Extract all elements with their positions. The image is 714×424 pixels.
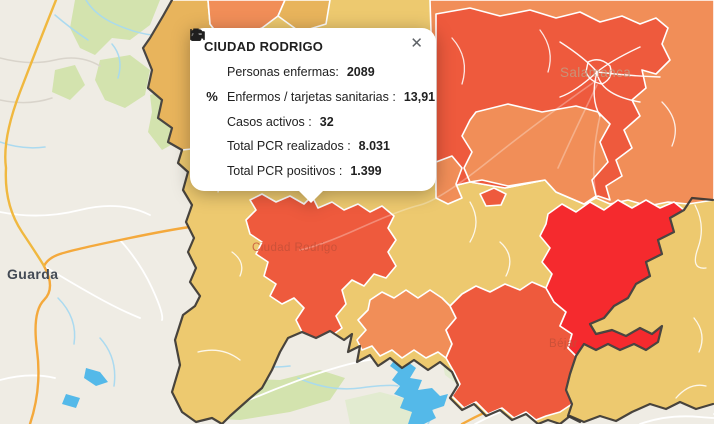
map-labels: Guarda Salamanca Ciudad Rodrigo Béjar bbox=[7, 65, 631, 350]
close-icon[interactable]: ✕ bbox=[410, 35, 423, 52]
label-ciudad-rodrigo: Ciudad Rodrigo bbox=[252, 242, 338, 254]
stat-label: Total PCR positivos : bbox=[227, 163, 343, 178]
stat-label: Enfermos / tarjetas sanitarias : bbox=[227, 89, 396, 104]
stat-value: 32 bbox=[319, 114, 334, 129]
stat-row-pcr-positivos: Total PCR positivos : 1.399 bbox=[190, 28, 422, 178]
region-south-salamanca[interactable] bbox=[461, 103, 611, 205]
rivers bbox=[0, 0, 497, 424]
label-salamanca: Salamanca bbox=[560, 65, 631, 80]
province-borders bbox=[141, 0, 714, 424]
stat-value: 13,91 bbox=[403, 89, 436, 104]
region-bejar[interactable] bbox=[445, 281, 577, 421]
stat-label: Casos activos : bbox=[227, 114, 312, 129]
stat-value: 1.399 bbox=[350, 163, 382, 178]
info-popup: CIUDAD RODRIGO ✕ Personas enfermas: 2089… bbox=[190, 28, 436, 203]
stat-value: 8.031 bbox=[358, 139, 390, 153]
popup-card: CIUDAD RODRIGO ✕ Personas enfermas: 2089… bbox=[190, 28, 436, 191]
stat-label: Total PCR realizados : bbox=[227, 139, 351, 153]
stat-row-porcentaje-enfermos: % Enfermos / tarjetas sanitarias : 13,91 bbox=[204, 89, 435, 104]
stat-value: 2089 bbox=[346, 64, 375, 79]
stat-row-casos-activos: Casos activos : 32 bbox=[191, 29, 422, 129]
popup-tail bbox=[298, 189, 324, 203]
region-small-island[interactable] bbox=[479, 187, 507, 207]
stat-row-personas-enfermas: Personas enfermas: 2089 bbox=[190, 28, 422, 79]
region-small-orange[interactable] bbox=[435, 155, 463, 205]
popup-title: CIUDAD RODRIGO bbox=[204, 39, 324, 54]
label-bejar: Béjar bbox=[549, 338, 578, 350]
percent-icon: % bbox=[206, 89, 218, 104]
stat-row-pcr-realizados: Total PCR realizados : 8.031 bbox=[190, 28, 422, 153]
label-guarda: Guarda bbox=[7, 266, 58, 282]
stat-label: Personas enfermas: bbox=[227, 64, 339, 79]
salamanca-city-roads bbox=[299, 41, 661, 251]
